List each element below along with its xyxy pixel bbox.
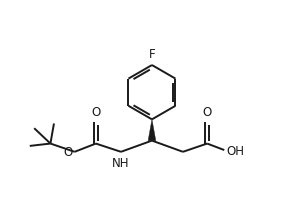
Text: O: O — [63, 146, 73, 160]
Text: OH: OH — [226, 145, 244, 158]
Polygon shape — [148, 119, 156, 141]
Text: NH: NH — [112, 157, 129, 170]
Text: O: O — [203, 106, 212, 119]
Text: O: O — [91, 106, 100, 119]
Text: F: F — [149, 48, 155, 61]
